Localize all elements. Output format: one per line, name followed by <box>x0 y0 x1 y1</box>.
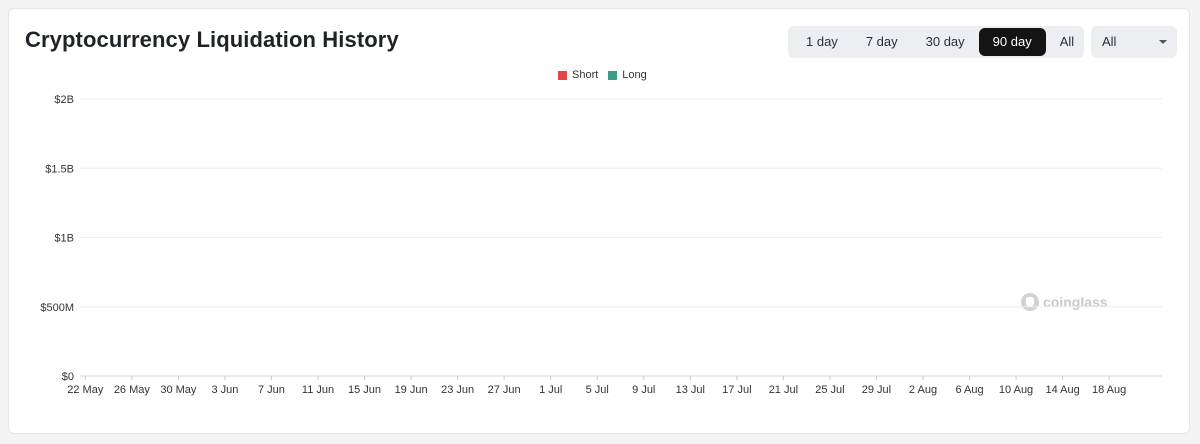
x-tick-label: 13 Jul <box>676 384 705 396</box>
legend-swatch-long <box>608 70 618 80</box>
x-tick-label: 14 Aug <box>1045 384 1079 396</box>
chevron-down-icon <box>1159 40 1167 44</box>
x-tick-label: 23 Jun <box>441 384 474 396</box>
tab-all[interactable]: All <box>1059 34 1075 49</box>
legend-label-short: Short <box>572 69 599 81</box>
watermark-text: coinglass <box>1043 294 1108 310</box>
legend-swatch-short <box>558 70 567 80</box>
x-tick-label: 7 Jun <box>258 384 285 396</box>
x-tick-label: 17 Jul <box>722 384 751 396</box>
tab-7-day[interactable]: 7 day <box>865 34 898 49</box>
x-tick-label: 19 Jun <box>395 384 428 396</box>
x-tick-label: 6 Aug <box>955 384 983 396</box>
coin-select[interactable]: All <box>1091 26 1177 58</box>
x-tick-label: 15 Jun <box>348 384 381 396</box>
x-tick-label: 10 Aug <box>999 384 1033 396</box>
x-tick-label: 11 Jun <box>302 384 334 396</box>
x-tick-label: 27 Jun <box>488 384 521 396</box>
x-tick-label: 21 Jul <box>769 384 798 396</box>
x-tick-label: 26 May <box>114 384 151 396</box>
chart-card: Cryptocurrency Liquidation History 1 day… <box>8 8 1190 434</box>
y-tick-label: $0 <box>62 371 74 383</box>
tab-90-day[interactable]: 90 day <box>978 28 1046 56</box>
x-tick-label: 3 Jun <box>211 384 238 396</box>
chart-legend: Short Long <box>558 69 647 81</box>
x-tick-label: 25 Jul <box>815 384 844 396</box>
coin-select-value: All <box>1102 34 1117 49</box>
tab-30-day[interactable]: 30 day <box>925 34 965 49</box>
y-tick-label: $2B <box>54 94 74 106</box>
y-tick-label: $500M <box>40 302 74 314</box>
legend-item-long[interactable]: Long <box>608 69 647 81</box>
y-tick-label: $1B <box>54 233 74 245</box>
legend-item-short[interactable]: Short <box>558 69 598 81</box>
x-tick-label: 1 Jul <box>539 384 562 396</box>
x-tick-label: 5 Jul <box>586 384 609 396</box>
page-title: Cryptocurrency Liquidation History <box>25 27 399 52</box>
y-tick-label: $1.5B <box>45 163 74 175</box>
tab-1-day[interactable]: 1 day <box>806 34 838 49</box>
x-tick-label: 22 May <box>67 384 104 396</box>
x-tick-label: 18 Aug <box>1092 384 1126 396</box>
time-range-tabs: 1 day 7 day 30 day 90 day All <box>788 26 1084 58</box>
x-tick-label: 30 May <box>160 384 197 396</box>
legend-label-long: Long <box>622 69 647 81</box>
x-tick-label: 29 Jul <box>862 384 891 396</box>
x-tick-label: 9 Jul <box>632 384 655 396</box>
x-tick-label: 2 Aug <box>909 384 937 396</box>
